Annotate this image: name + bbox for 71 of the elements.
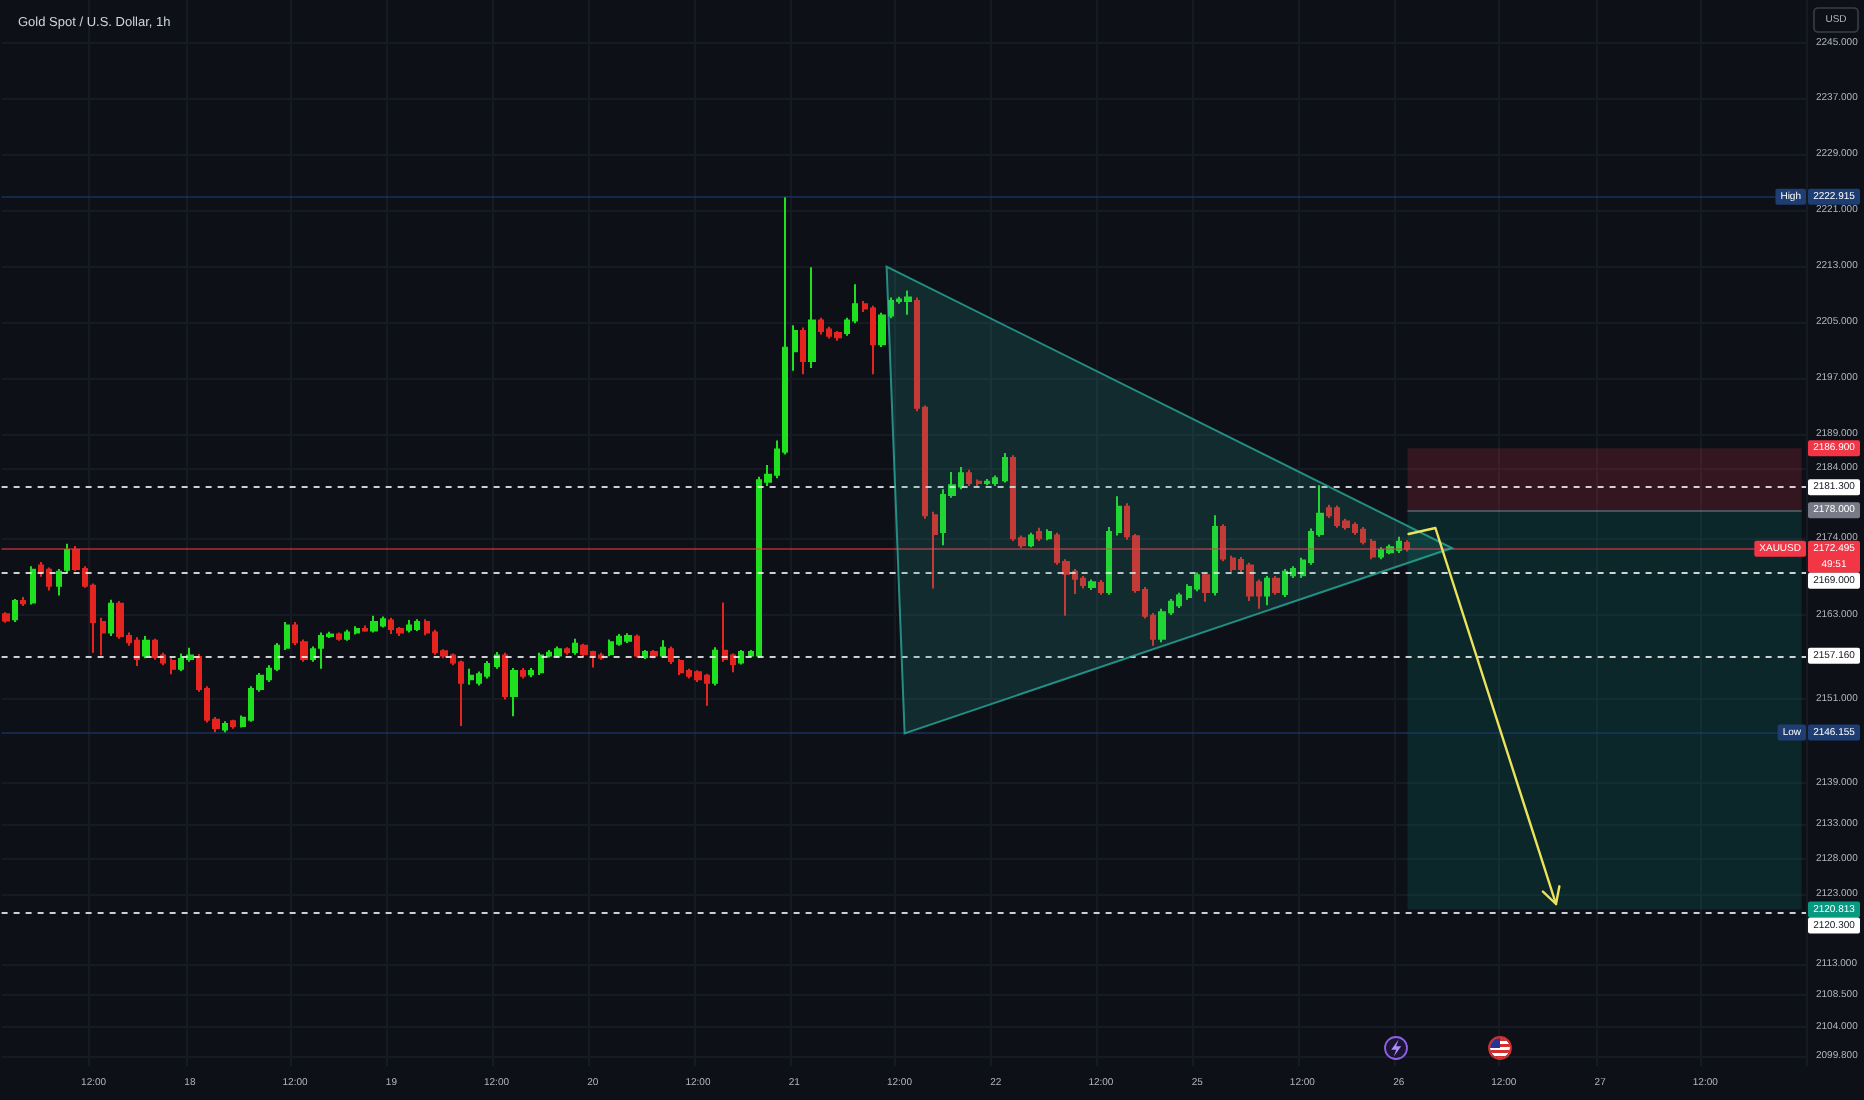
candlestick [170,657,176,676]
candlestick [984,477,990,487]
candlestick [354,625,360,636]
candlestick [1176,591,1182,610]
candlestick [336,631,342,642]
candlestick [1002,452,1008,484]
candlestick [46,566,52,592]
candlestick [186,646,194,663]
candlestick [2,611,10,624]
candlestick [634,633,640,659]
candlestick [12,597,18,624]
candlestick [564,646,570,656]
candlestick [1212,514,1218,597]
candlestick [116,600,124,640]
candlestick [572,637,578,656]
candlestick [678,658,684,677]
candlestick [712,646,718,687]
candlestick [624,632,632,644]
candlestick [1158,607,1166,644]
candlestick [362,624,368,633]
candlestick [992,474,998,487]
candlestick [650,648,658,660]
candlestick [1028,531,1034,549]
candlestick [904,289,912,316]
candlestick [414,618,420,633]
candlestick [1194,571,1200,593]
candlestick [510,667,518,718]
candlestick [538,651,544,677]
candlestick [64,542,70,575]
candlestick [100,616,106,657]
candlestick [134,636,140,667]
candlestick [152,637,158,661]
candlestick [396,625,404,637]
candlestick [1282,567,1288,598]
candlestick [1046,528,1052,542]
candlestick [660,639,666,659]
candlestick [56,567,62,597]
candlestick [1106,526,1112,596]
candlestick [642,648,648,661]
candlestick [520,667,526,680]
candlestick [738,648,744,666]
candlestick [976,478,982,487]
candlestick [468,667,474,686]
candlestick [344,628,350,642]
candlestick [484,660,490,680]
candlestick [502,651,508,701]
candlestick [142,634,150,660]
candlestick [818,316,824,336]
candlestick [230,718,236,730]
candlestick [458,659,464,728]
candlestick [554,645,562,659]
candlestick [598,651,604,661]
candlestick [222,720,228,734]
candlestick [608,638,614,658]
candlestick [808,266,816,369]
candlestick [1386,543,1394,556]
candlestick [528,667,534,679]
candlestick [1116,495,1122,537]
candlestick [108,598,114,637]
candlestick [406,618,412,634]
candlestick [792,324,798,372]
candlestick [800,326,806,376]
candlestick [834,329,842,342]
candlestick [1264,574,1270,607]
candlestick [870,304,876,376]
candlestick [284,621,290,651]
candlestick [370,614,378,634]
candlestick [668,645,674,665]
candlestick [30,565,36,606]
candlestick [20,595,26,607]
candlestick [1088,578,1096,591]
